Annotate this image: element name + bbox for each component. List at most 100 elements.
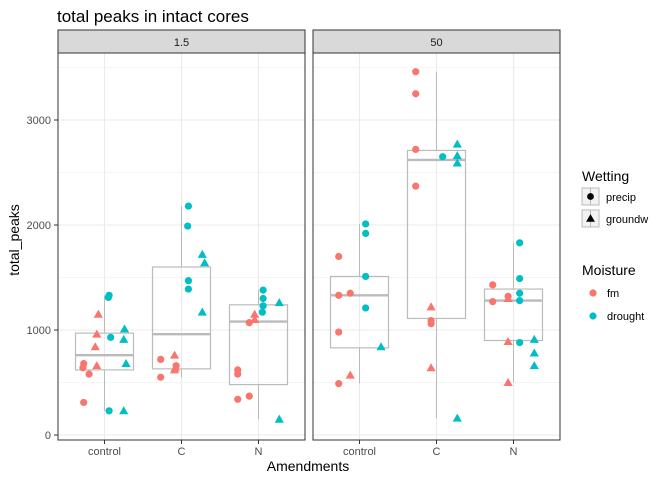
data-point	[516, 239, 524, 247]
y-tick-label: 0	[45, 430, 51, 442]
data-point	[274, 298, 284, 307]
data-point	[197, 249, 207, 258]
x-tick-label: control	[343, 446, 376, 458]
data-point	[452, 158, 462, 167]
data-point	[169, 350, 180, 359]
data-point	[157, 355, 165, 363]
data-point	[274, 414, 284, 423]
data-point	[516, 274, 524, 283]
y-tick-label: 3000	[27, 115, 51, 127]
data-point	[245, 392, 253, 400]
data-point	[516, 289, 524, 297]
data-point	[105, 291, 113, 299]
data-point	[362, 229, 370, 237]
y-tick-label: 2000	[27, 220, 51, 232]
data-point	[503, 377, 513, 386]
y-axis-label: total_peaks	[6, 204, 22, 276]
data-point	[92, 361, 102, 370]
data-point	[516, 339, 524, 347]
data-point	[452, 413, 462, 422]
facet-strip-label: 1.5	[174, 37, 189, 49]
legend-wetting: Wetting precip groundw	[581, 168, 648, 228]
legend-label-drought: drought	[607, 311, 644, 323]
data-point	[157, 373, 165, 381]
x-tick-label: N	[510, 446, 518, 458]
y-tick-label: 1000	[27, 325, 51, 337]
data-point	[335, 291, 343, 299]
data-point	[80, 360, 88, 368]
data-point	[121, 359, 131, 368]
facet-strip-label: 50	[430, 37, 442, 49]
facet-panel-50: 50 control C N	[312, 29, 561, 458]
data-point	[335, 379, 343, 388]
data-point	[119, 406, 129, 415]
data-point	[362, 220, 370, 228]
data-point	[184, 285, 193, 293]
legend-symbol-triangle	[586, 214, 595, 222]
data-point	[452, 139, 462, 148]
data-point	[197, 307, 207, 316]
data-point	[412, 90, 420, 98]
facet-panel-1.5: 1.5 control C N	[57, 29, 306, 458]
data-point	[439, 153, 447, 161]
facet-panels: 1.5 control C N 50 control C N	[57, 29, 561, 458]
data-point	[412, 145, 420, 153]
data-point	[362, 272, 370, 281]
data-point	[426, 302, 436, 311]
data-point	[184, 202, 193, 210]
box	[228, 304, 289, 386]
data-point	[259, 302, 267, 310]
data-point	[259, 286, 267, 294]
data-point	[172, 362, 180, 370]
data-point	[250, 314, 260, 323]
data-point	[184, 222, 192, 230]
data-point	[250, 309, 260, 318]
data-point	[504, 292, 512, 300]
y-axis: 0 1000 2000 3000	[27, 115, 58, 442]
x-tick-label: control	[88, 446, 121, 458]
data-point	[93, 309, 103, 318]
data-point	[412, 68, 420, 76]
data-point	[489, 298, 497, 306]
x-tick-label: N	[255, 446, 263, 458]
legend-wetting-title: Wetting	[582, 168, 629, 184]
data-point	[345, 370, 355, 379]
legend-label-groundw: groundw	[606, 214, 648, 226]
data-point	[376, 342, 386, 351]
data-point	[234, 366, 242, 374]
boxplot-control	[74, 295, 135, 411]
x-tick-label: C	[178, 446, 186, 458]
data-point	[503, 336, 513, 345]
x-axis-label: Amendments	[267, 458, 349, 474]
data-point	[92, 329, 102, 338]
data-point	[107, 333, 115, 341]
data-point	[259, 294, 267, 303]
data-point	[529, 361, 539, 370]
data-point	[245, 319, 253, 327]
data-point	[346, 289, 354, 297]
box	[151, 266, 212, 370]
box	[483, 288, 544, 342]
data-point	[427, 316, 435, 325]
data-point	[335, 328, 343, 336]
data-point	[234, 395, 242, 403]
legend-symbol-fm	[589, 289, 597, 297]
data-point	[412, 182, 420, 190]
legend-moisture-title: Moisture	[582, 262, 636, 278]
boxplot-N	[228, 290, 289, 420]
data-point	[529, 334, 539, 343]
legend-label-fm: fm	[607, 288, 619, 300]
data-point	[516, 297, 524, 305]
box	[406, 149, 467, 320]
legend-symbol-drought	[589, 312, 597, 320]
data-point	[258, 308, 266, 316]
boxplot-C	[406, 71, 467, 419]
data-point	[452, 151, 462, 160]
data-point	[426, 363, 436, 372]
box	[74, 332, 135, 371]
boxplot-C	[151, 206, 212, 378]
data-point	[200, 258, 210, 267]
chart-title: total peaks in intact cores	[57, 7, 249, 26]
data-point	[90, 342, 100, 351]
